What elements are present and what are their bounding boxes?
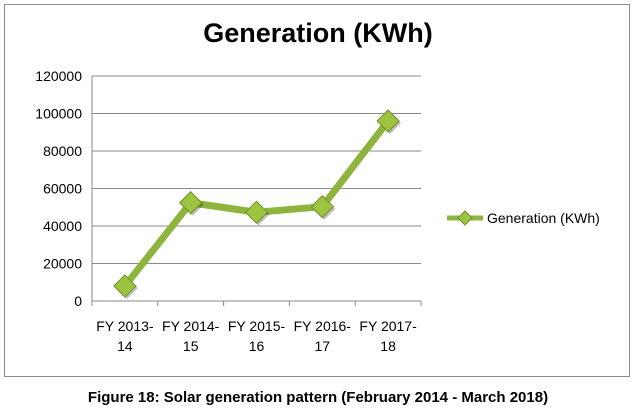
x-tick-label: 15 [183, 338, 199, 354]
y-tick-label: 100000 [35, 106, 82, 122]
x-tick-label: FY 2017- [359, 318, 417, 334]
x-tick-label: FY 2016- [294, 318, 352, 334]
legend-label: Generation (KWh) [487, 210, 600, 226]
x-tick-label: 14 [117, 338, 133, 354]
y-tick-label: 80000 [43, 143, 82, 159]
y-tick-label: 0 [74, 293, 82, 309]
x-tick-label: FY 2013- [96, 318, 154, 334]
figure-caption: Figure 18: Solar generation pattern (Feb… [87, 389, 549, 406]
x-tick-label: 16 [249, 338, 265, 354]
data-point [113, 274, 137, 298]
y-tick-label: 20000 [43, 256, 82, 272]
data-point [244, 200, 269, 225]
y-tick-label: 40000 [43, 218, 82, 234]
y-tick-label: 120000 [35, 68, 82, 84]
chart-frame [4, 4, 630, 377]
x-tick-label: 18 [380, 338, 396, 354]
x-tick-label: FY 2014- [162, 318, 220, 334]
legend: Generation (KWh) [447, 209, 600, 227]
x-tick-label: FY 2015- [228, 318, 286, 334]
data-point [310, 194, 335, 219]
chart-title: Generation (KWh) [203, 18, 433, 48]
y-tick-label: 60000 [43, 181, 82, 197]
data-point [376, 109, 400, 133]
x-tick-label: 17 [315, 338, 331, 354]
legend-marker-icon [447, 209, 483, 227]
data-point [178, 191, 203, 215]
